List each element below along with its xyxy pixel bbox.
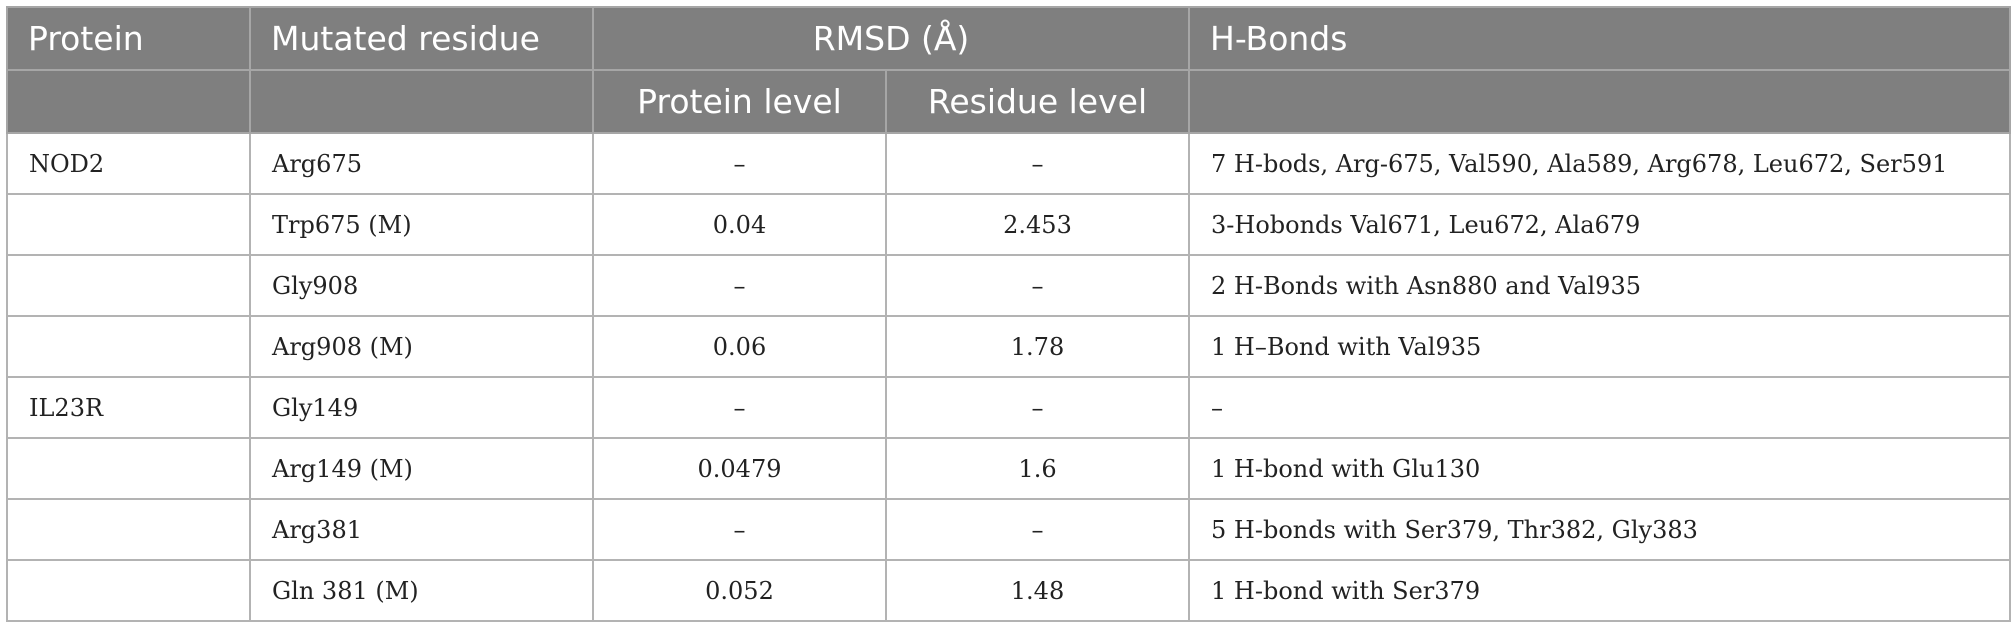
cell-residue-level: 1.48 (884, 559, 1191, 622)
header-mutated-residue: Mutated residue (249, 6, 594, 71)
cell-residue-level: 1.78 (884, 315, 1191, 378)
header-residue-level: Residue level (884, 69, 1191, 134)
subheader-blank-residue (249, 69, 594, 134)
cell-h-bonds: 2 H-Bonds with Asn880 and Val935 (1188, 254, 2012, 317)
cell-protein-level: 0.0479 (592, 437, 887, 500)
table-row: Gln 381 (M) 0.052 1.48 1 H-bond with Ser… (6, 559, 2012, 622)
cell-protein (6, 559, 251, 622)
cell-protein: NOD2 (6, 132, 251, 195)
cell-h-bonds: – (1188, 376, 2012, 439)
cell-protein-level: 0.052 (592, 559, 887, 622)
cell-protein (6, 254, 251, 317)
cell-residue: Arg381 (249, 498, 594, 561)
table-row: Arg381 – – 5 H-bonds with Ser379, Thr382… (6, 498, 2012, 561)
table-row: Gly908 – – 2 H-Bonds with Asn880 and Val… (6, 254, 2012, 317)
cell-residue: Gly908 (249, 254, 594, 317)
cell-residue: Arg149 (M) (249, 437, 594, 500)
cell-residue-level: – (884, 498, 1191, 561)
cell-protein-level: 0.06 (592, 315, 887, 378)
table-row: Arg908 (M) 0.06 1.78 1 H–Bond with Val93… (6, 315, 2012, 378)
cell-h-bonds: 1 H–Bond with Val935 (1188, 315, 2012, 378)
table-row: Trp675 (M) 0.04 2.453 3-Hobonds Val671, … (6, 193, 2012, 256)
subheader-blank-h-bonds (1188, 69, 2012, 134)
cell-h-bonds: 1 H-bond with Ser379 (1188, 559, 2012, 622)
cell-protein-level: 0.04 (592, 193, 887, 256)
cell-residue-level: 1.6 (884, 437, 1191, 500)
cell-protein: IL23R (6, 376, 251, 439)
header-h-bonds: H-Bonds (1188, 6, 2012, 71)
subheader-row: Protein level Residue level (6, 69, 2012, 134)
cell-protein (6, 193, 251, 256)
cell-residue-level: – (884, 132, 1191, 195)
cell-h-bonds: 3-Hobonds Val671, Leu672, Ala679 (1188, 193, 2012, 256)
cell-h-bonds: 1 H-bond with Glu130 (1188, 437, 2012, 500)
cell-h-bonds: 7 H-bods, Arg-675, Val590, Ala589, Arg67… (1188, 132, 2012, 195)
header-row: Protein Mutated residue RMSD (Å) H-Bonds (6, 6, 2012, 71)
cell-residue: Gly149 (249, 376, 594, 439)
cell-residue-level: 2.453 (884, 193, 1191, 256)
table-row: IL23R Gly149 – – – (6, 376, 2012, 439)
header-protein: Protein (6, 6, 251, 71)
cell-residue: Gln 381 (M) (249, 559, 594, 622)
cell-residue: Trp675 (M) (249, 193, 594, 256)
cell-protein-level: – (592, 254, 887, 317)
header-protein-level: Protein level (592, 69, 887, 134)
subheader-blank-protein (6, 69, 251, 134)
cell-protein-level: – (592, 132, 887, 195)
cell-residue: Arg908 (M) (249, 315, 594, 378)
header-rmsd: RMSD (Å) (591, 6, 1191, 71)
cell-h-bonds: 5 H-bonds with Ser379, Thr382, Gly383 (1188, 498, 2012, 561)
cell-residue: Arg675 (249, 132, 594, 195)
results-table: Protein Mutated residue RMSD (Å) H-Bonds… (6, 6, 2012, 622)
cell-protein (6, 315, 251, 378)
cell-protein-level: – (592, 376, 887, 439)
table-row: NOD2 Arg675 – – 7 H-bods, Arg-675, Val59… (6, 132, 2012, 195)
cell-protein-level: – (592, 498, 887, 561)
cell-residue-level: – (884, 254, 1191, 317)
table-row: Arg149 (M) 0.0479 1.6 1 H-bond with Glu1… (6, 437, 2012, 500)
cell-protein (6, 498, 251, 561)
cell-residue-level: – (884, 376, 1191, 439)
cell-protein (6, 437, 251, 500)
